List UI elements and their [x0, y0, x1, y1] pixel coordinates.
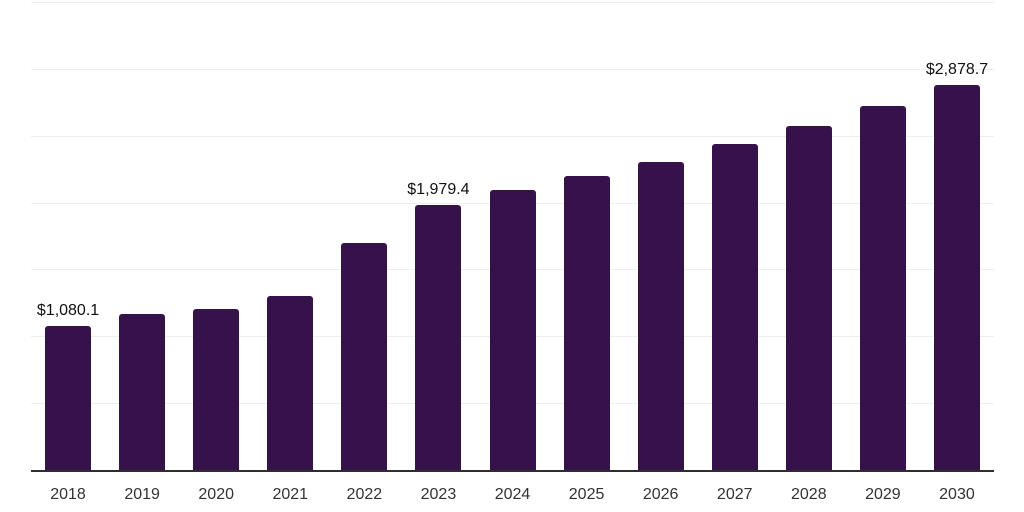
- x-tick-2029: 2029: [865, 486, 901, 503]
- bar-2028: [785, 126, 832, 470]
- x-tick-2024: 2024: [494, 486, 531, 503]
- x-tick-2020: 2020: [198, 486, 234, 503]
- x-axis: 2018 2019 2020 2021 2022 2023 2024 2025 2026 2027…: [31, 485, 994, 505]
- x-tick-2027: 2027: [716, 486, 753, 503]
- bar-2027: [711, 143, 758, 470]
- bar-2025: [563, 175, 610, 470]
- bar-2026: [637, 161, 684, 470]
- bar-2022: [341, 243, 388, 470]
- x-tick-2022: 2022: [346, 486, 383, 503]
- x-tick-2018: 2018: [50, 486, 86, 503]
- bar-2021: [267, 295, 314, 470]
- bar-2020: [193, 308, 240, 470]
- data-label-2018: $1,080.1: [36, 301, 100, 319]
- x-axis-line: [31, 470, 994, 472]
- x-tick-2023: 2023: [420, 486, 457, 503]
- gridline-2500: [31, 135, 994, 137]
- x-tick-2028: 2028: [791, 486, 827, 503]
- x-tick-2025: 2025: [568, 486, 605, 503]
- bar-2030: [933, 85, 980, 470]
- bar-2019: [119, 314, 166, 470]
- bar-2029: [859, 106, 906, 470]
- bar-2023: [415, 205, 462, 470]
- data-label-2030: $2,878.7: [925, 61, 989, 79]
- x-tick-2019: 2019: [124, 486, 160, 503]
- bar-2024: [489, 189, 536, 470]
- plot-area: $1,080.1 $1,979.4 $2,878.7: [31, 0, 994, 472]
- x-tick-2021: 2021: [272, 486, 309, 503]
- x-tick-2030: 2030: [939, 486, 975, 503]
- gridline-3500: [31, 2, 994, 3]
- data-label-2023: $1,979.4: [407, 181, 470, 199]
- bar-2018: [45, 325, 92, 470]
- gridline-3000: [31, 68, 994, 70]
- x-tick-2026: 2026: [642, 486, 679, 503]
